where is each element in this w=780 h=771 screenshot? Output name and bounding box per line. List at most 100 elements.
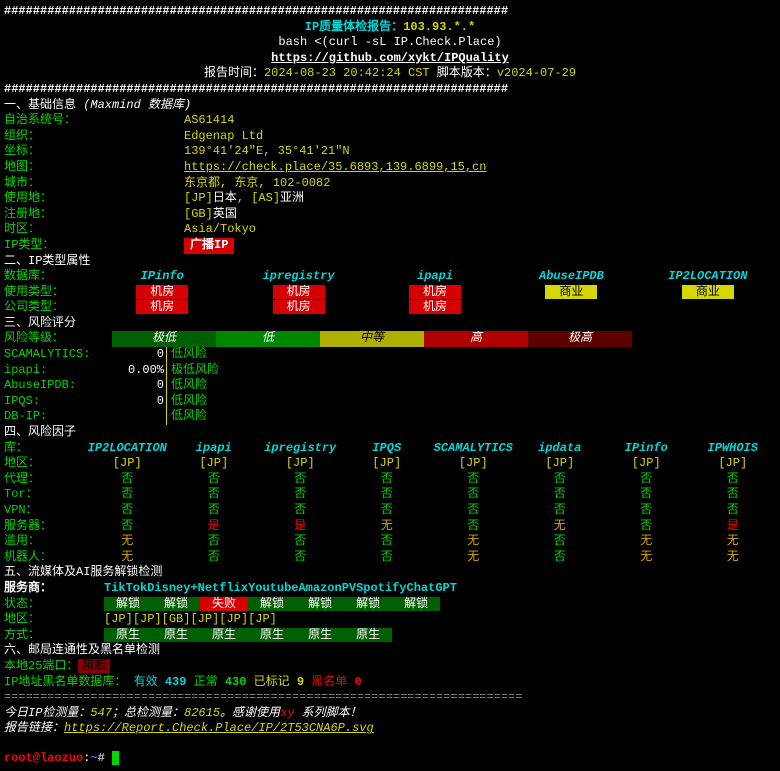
media-mode-cell: 原生	[200, 628, 248, 644]
media-status-cell: 解锁	[344, 597, 392, 613]
media-col-header: Netflix	[198, 581, 248, 597]
media-col-header: Disney+	[147, 581, 197, 597]
media-region-cell: [JP]	[219, 612, 248, 628]
media-mode-label: 方式：	[4, 628, 104, 644]
risk-level-label: 风险等级：	[4, 331, 112, 347]
factor-region-label: 地区：	[4, 456, 84, 472]
media-status-cell: 失败	[200, 597, 248, 613]
media-mode-cell: 原生	[152, 628, 200, 644]
org-label: 组织：	[4, 129, 184, 145]
blacklist-row: IP地址黑名单数据库： 有效 439 正常 430 已标记 9 黑名单 0	[4, 675, 776, 691]
github-link[interactable]: https://github.com/xykt/IPQuality	[271, 51, 509, 65]
report-time-label: 报告时间：	[204, 66, 264, 80]
reg-label: 注册地：	[4, 207, 184, 223]
factor-region-cell: [JP]	[171, 456, 258, 472]
tz-label: 时区：	[4, 222, 184, 238]
risk-row: ipapi:0.00%极低风险	[4, 363, 776, 379]
org-value: Edgenap Ltd	[184, 129, 263, 145]
factor-col-header: SCAMALYTICS	[430, 441, 517, 457]
section-1-header: 一、基础信息 (Maxmind 数据库)	[4, 98, 776, 114]
factor-region-cell: [JP]	[517, 456, 604, 472]
use-type-4: 商业	[545, 285, 597, 299]
media-mode-cell: 原生	[104, 628, 152, 644]
report-time: 2024-08-23 20:42:24 CST	[264, 66, 430, 80]
factor-col-header: IPQS	[344, 441, 431, 457]
shell-prompt[interactable]: root@laozuo:~# █	[4, 751, 776, 767]
cursor-icon: █	[112, 751, 119, 765]
media-status-cell: 解锁	[152, 597, 200, 613]
use-type-3: 机房	[409, 285, 461, 299]
divider: ########################################…	[4, 82, 776, 98]
use-type-label: 使用类型：	[4, 285, 94, 301]
media-mode-cell: 原生	[248, 628, 296, 644]
asn-label: 自治系统号：	[4, 113, 184, 129]
footer-stats: 今日IP检测量：547；总检测量：82615。感谢使用xy 系列脚本！	[4, 706, 776, 722]
media-col-header: ChatGPT	[407, 581, 457, 597]
factor-region-cell: [JP]	[84, 456, 171, 472]
report-ip: 103.93.*.*	[403, 20, 475, 34]
db-col-1: IPinfo	[94, 269, 230, 285]
factor-col-header: IPinfo	[603, 441, 690, 457]
factor-col-header: IPWHOIS	[690, 441, 777, 457]
use-type-2: 机房	[273, 285, 325, 299]
corp-type-1: 机房	[136, 300, 188, 314]
footer-link-row: 报告链接：https://Report.Check.Place/IP/2T53C…	[4, 721, 776, 737]
iptype-label: IP类型：	[4, 238, 184, 254]
media-region-cell: [JP]	[190, 612, 219, 628]
use-label: 使用地：	[4, 191, 184, 207]
use-type-1: 机房	[136, 285, 188, 299]
tz-value: Asia/Tokyo	[184, 222, 256, 238]
risk-row: AbuseIPDB:0低风险	[4, 378, 776, 394]
factor-col-header: ipapi	[171, 441, 258, 457]
factor-db-label: 库：	[4, 441, 84, 457]
corp-type-3: 机房	[409, 300, 461, 314]
report-link[interactable]: https://Report.Check.Place/IP/2T53CNA6P.…	[64, 721, 374, 735]
media-region-cell: [JP]	[248, 612, 277, 628]
media-region-label: 地区：	[4, 612, 104, 628]
section-4-header: 四、风险因子	[4, 425, 776, 441]
media-region-cell: [JP]	[104, 612, 133, 628]
iptype-badge: 广播IP	[184, 238, 234, 254]
media-status-label: 状态：	[4, 597, 104, 613]
media-col-header: Spotify	[356, 581, 406, 597]
risk-level-bar: 极低 低 中等 高 极高	[112, 331, 632, 347]
asn-value: AS61414	[184, 113, 234, 129]
media-status-cell: 解锁	[392, 597, 440, 613]
section-2-header: 二、IP类型属性	[4, 254, 776, 270]
divider-dash: ========================================…	[4, 690, 776, 706]
risk-row: DB-IP:低风险	[4, 409, 776, 425]
map-label: 地图：	[4, 160, 184, 176]
db-col-5: IP2LOCATION	[640, 269, 776, 285]
media-col-header: TikTok	[104, 581, 147, 597]
use-type-5: 商业	[682, 285, 734, 299]
factor-region-cell: [JP]	[430, 456, 517, 472]
factor-col-header: ipregistry	[257, 441, 344, 457]
factor-row: 滥用：无否否否无否无无	[4, 534, 776, 550]
factor-row: 服务器：否是是无否无否是	[4, 519, 776, 535]
report-title: IP质量体检报告：	[305, 20, 403, 34]
city-value: 东京都, 东京, 102-0082	[184, 176, 330, 192]
corp-type-2: 机房	[273, 300, 325, 314]
script-version: v2024-07-29	[497, 66, 576, 80]
factor-region-cell: [JP]	[603, 456, 690, 472]
media-col-header: Youtube	[248, 581, 298, 597]
db-col-2: ipregistry	[230, 269, 366, 285]
divider-top: ########################################…	[4, 4, 776, 20]
factor-row: 代理：否否否否否否否否	[4, 472, 776, 488]
reg-value: [GB]英国	[184, 207, 237, 223]
corp-type-label: 公司类型：	[4, 300, 94, 316]
use-value: [JP]日本, [AS]亚洲	[184, 191, 304, 207]
db-col-4: AbuseIPDB	[503, 269, 639, 285]
script-version-label: 脚本版本：	[430, 66, 497, 80]
map-link[interactable]: https://check.place/35.6893,139.6899,15,…	[184, 160, 486, 176]
media-region-cell: [GB]	[162, 612, 191, 628]
factor-col-header: IP2LOCATION	[84, 441, 171, 457]
factor-region-cell: [JP]	[257, 456, 344, 472]
media-mode-cell: 原生	[344, 628, 392, 644]
factor-col-header: ipdata	[517, 441, 604, 457]
factor-row: Tor：否否否否否否否否	[4, 487, 776, 503]
coord-label: 坐标：	[4, 144, 184, 160]
media-status-cell: 解锁	[248, 597, 296, 613]
bash-command: bash <(curl -sL IP.Check.Place)	[4, 35, 776, 51]
media-mode-cell: 原生	[296, 628, 344, 644]
